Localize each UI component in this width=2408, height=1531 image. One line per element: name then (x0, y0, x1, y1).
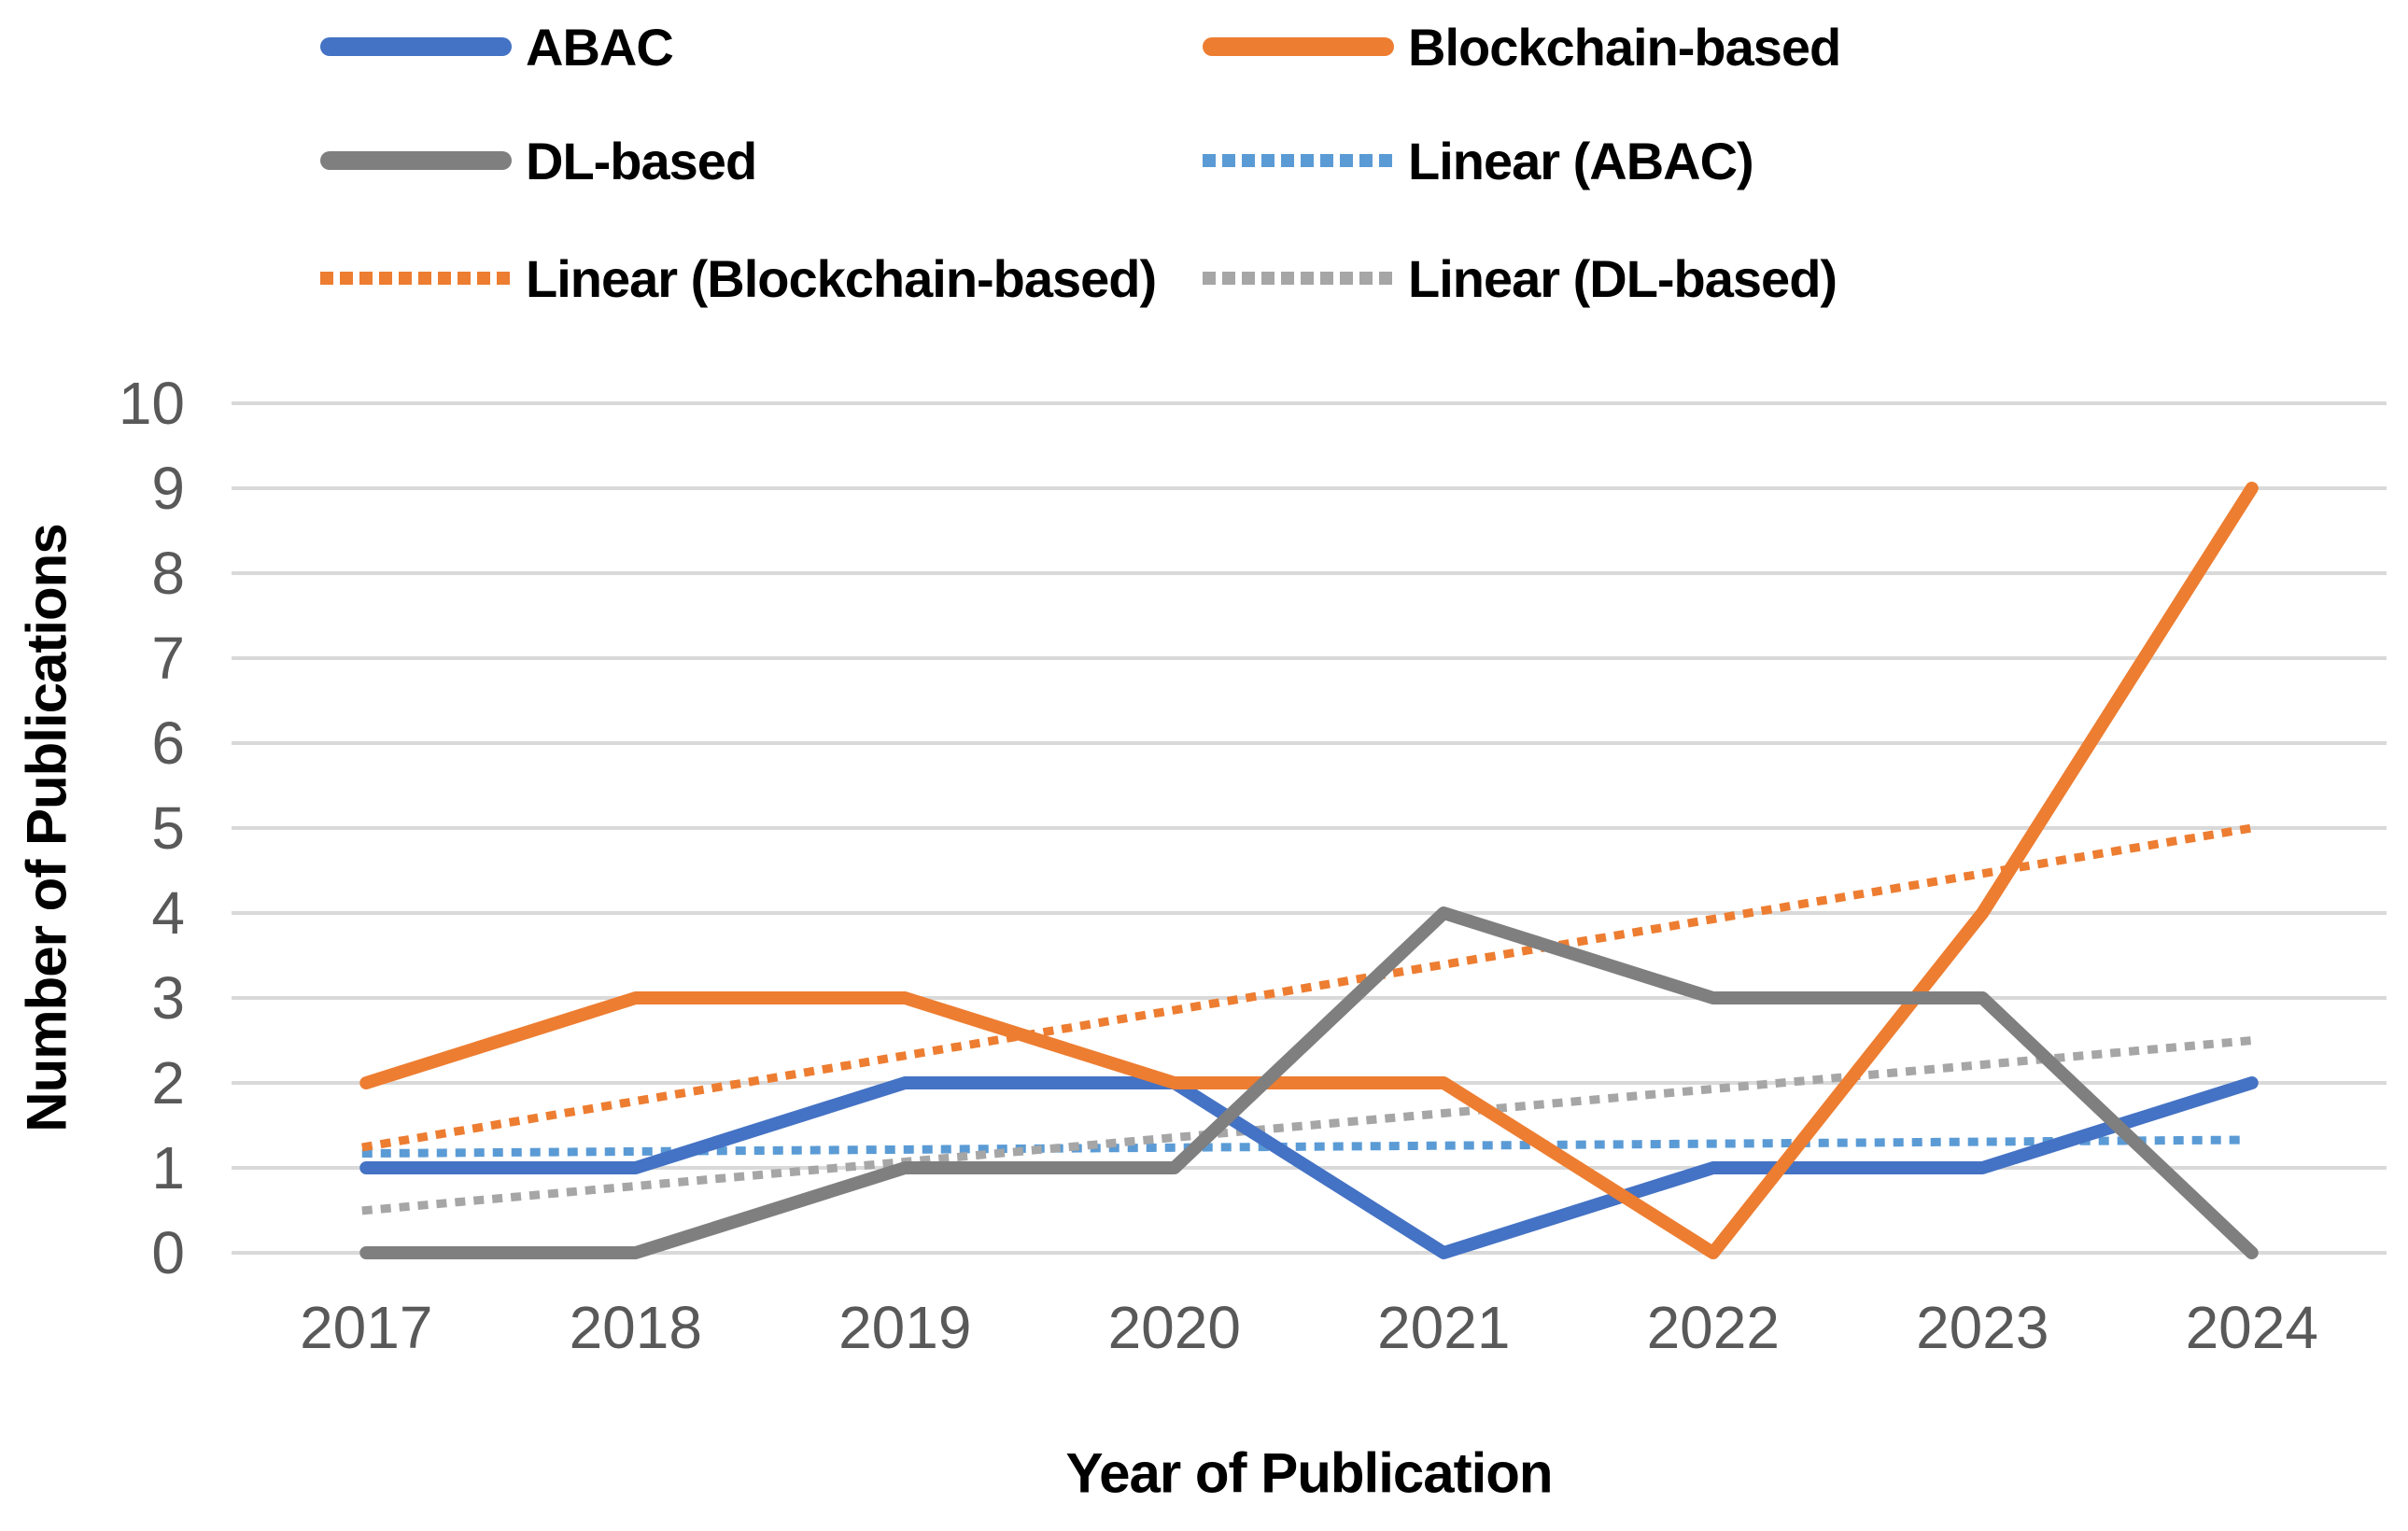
legend-swatch-blockchain-based (1203, 37, 1394, 56)
legend-label-linear-abac: Linear (ABAC) (1408, 131, 1754, 190)
y-tick-label-10: 10 (119, 370, 185, 437)
legend-item-linear-dl-based: Linear (DL-based) (1203, 245, 1838, 312)
legend-label-abac: ABAC (526, 17, 674, 77)
y-tick-label-9: 9 (151, 455, 185, 522)
legend-item-linear-blockchain-based: Linear (Blockchain-based) (320, 245, 1157, 312)
x-tick-label-2020: 2020 (1108, 1294, 1241, 1361)
x-tick-label-2018: 2018 (570, 1294, 702, 1361)
y-tick-label-6: 6 (151, 709, 185, 777)
x-tick-label-2024: 2024 (2186, 1294, 2318, 1361)
trendline-linear-dl-based (361, 1035, 2257, 1215)
legend-item-linear-abac: Linear (ABAC) (1203, 127, 1754, 194)
x-tick-label-2019: 2019 (838, 1294, 971, 1361)
y-tick-label-8: 8 (151, 540, 185, 607)
legend-item-abac: ABAC (320, 13, 674, 80)
legend-label-linear-dl-based: Linear (DL-based) (1408, 248, 1838, 308)
legend-item-dl-based: DL-based (320, 127, 757, 194)
y-tick-label-0: 0 (151, 1219, 185, 1286)
x-tick-label-2021: 2021 (1377, 1294, 1510, 1361)
legend-item-blockchain-based: Blockchain-based (1203, 13, 1841, 80)
legend-swatch-linear-abac (1203, 154, 1394, 167)
series-line-dl-based (359, 906, 2259, 1259)
x-tick-label-2023: 2023 (1916, 1294, 2049, 1361)
legend-swatch-abac (320, 37, 512, 56)
x-tick-label-2017: 2017 (300, 1294, 432, 1361)
y-tick-label-4: 4 (151, 879, 185, 947)
x-axis-title: Year of Publication (1065, 1441, 1553, 1505)
legend-swatch-dl-based (320, 151, 512, 170)
y-tick-label-5: 5 (151, 794, 185, 862)
trendline-linear-blockchain-based (361, 822, 2257, 1152)
trendline-linear-abac (361, 1135, 2257, 1159)
series-line-blockchain-based (359, 482, 2259, 1259)
legend-label-dl-based: DL-based (526, 131, 757, 190)
y-tick-label-2: 2 (151, 1049, 185, 1117)
x-tick-label-2022: 2022 (1647, 1294, 1780, 1361)
y-axis-title: Number of Publications (15, 524, 78, 1132)
legend-swatch-linear-dl-based (1203, 272, 1394, 285)
legend-label-blockchain-based: Blockchain-based (1408, 17, 1841, 77)
y-tick-label-1: 1 (151, 1134, 185, 1201)
series-line-abac (359, 1076, 2259, 1259)
y-tick-label-3: 3 (151, 964, 185, 1032)
legend-label-linear-blockchain-based: Linear (Blockchain-based) (526, 248, 1157, 308)
y-tick-label-7: 7 (151, 625, 185, 692)
legend-swatch-linear-blockchain-based (320, 272, 512, 285)
